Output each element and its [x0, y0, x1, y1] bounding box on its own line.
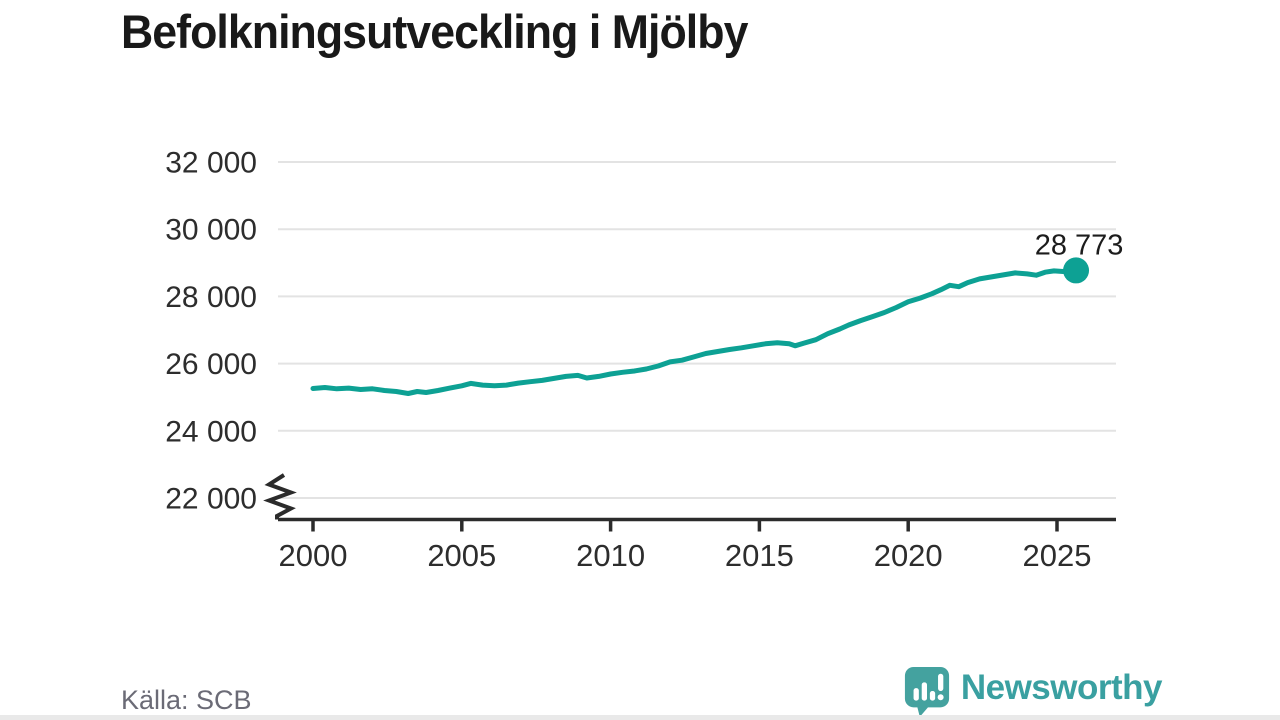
population-line — [310, 267, 1079, 396]
brand-logo-link[interactable]: Newsworthy — [903, 665, 1163, 717]
source-label: Källa: SCB — [121, 685, 252, 715]
brand-name: Newsworthy — [960, 668, 1163, 707]
y-tick-label: 28 000 — [165, 281, 257, 314]
y-tick-label: 26 000 — [165, 348, 257, 381]
bottom-divider — [0, 715, 1280, 720]
x-tick-label: 2010 — [576, 538, 645, 573]
page-title: Befolkningsutveckling i Mjölby — [121, 5, 748, 58]
x-tick-label: 2025 — [1023, 538, 1092, 573]
y-tick-label: 22 000 — [165, 483, 257, 516]
x-tick-label: 2000 — [279, 538, 348, 573]
x-tick-label: 2015 — [725, 538, 794, 573]
x-tick-label: 2020 — [874, 538, 943, 573]
x-tick-label: 2005 — [427, 538, 496, 573]
y-tick-label: 24 000 — [165, 415, 257, 448]
y-axis-break-icon — [263, 473, 297, 520]
end-value-label: 28 773 — [1035, 229, 1124, 261]
population-line-chart: 22 000 24 000 26 000 28 000 30 000 32 000 2000… — [165, 147, 1124, 574]
y-tick-label: 32 000 — [165, 147, 257, 180]
newsworthy-logo-icon — [904, 667, 949, 717]
y-tick-label: 30 000 — [165, 214, 257, 247]
end-point-marker — [1063, 257, 1090, 284]
